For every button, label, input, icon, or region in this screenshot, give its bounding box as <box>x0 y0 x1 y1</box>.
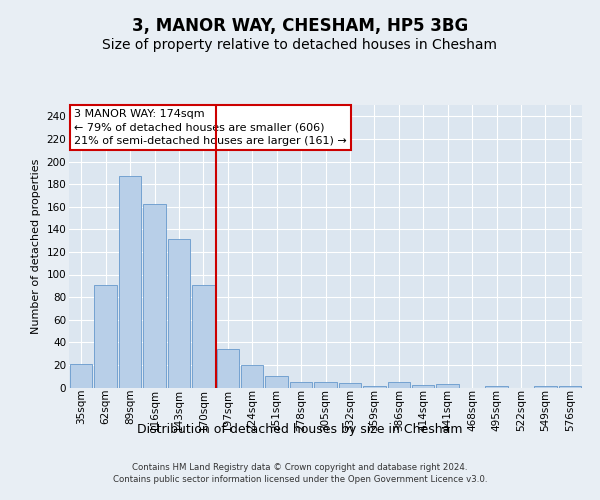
Bar <box>485 386 508 388</box>
Bar <box>534 386 557 388</box>
Bar <box>559 386 581 388</box>
Bar <box>314 382 337 388</box>
Bar <box>119 176 142 388</box>
Bar <box>70 364 92 388</box>
Bar <box>436 384 459 388</box>
Text: 3 MANOR WAY: 174sqm
← 79% of detached houses are smaller (606)
21% of semi-detac: 3 MANOR WAY: 174sqm ← 79% of detached ho… <box>74 109 347 146</box>
Bar <box>388 382 410 388</box>
Bar <box>241 365 263 388</box>
Bar <box>94 284 117 388</box>
Bar <box>217 349 239 388</box>
Bar <box>363 386 386 388</box>
Y-axis label: Number of detached properties: Number of detached properties <box>31 158 41 334</box>
Bar <box>167 240 190 388</box>
Bar <box>412 385 434 388</box>
Bar <box>192 284 215 388</box>
Text: Size of property relative to detached houses in Chesham: Size of property relative to detached ho… <box>103 38 497 52</box>
Bar <box>290 382 313 388</box>
Text: Contains HM Land Registry data © Crown copyright and database right 2024.
Contai: Contains HM Land Registry data © Crown c… <box>113 462 487 484</box>
Bar <box>143 204 166 388</box>
Bar <box>338 383 361 388</box>
Bar <box>265 376 288 388</box>
Text: 3, MANOR WAY, CHESHAM, HP5 3BG: 3, MANOR WAY, CHESHAM, HP5 3BG <box>132 18 468 36</box>
Text: Distribution of detached houses by size in Chesham: Distribution of detached houses by size … <box>137 422 463 436</box>
